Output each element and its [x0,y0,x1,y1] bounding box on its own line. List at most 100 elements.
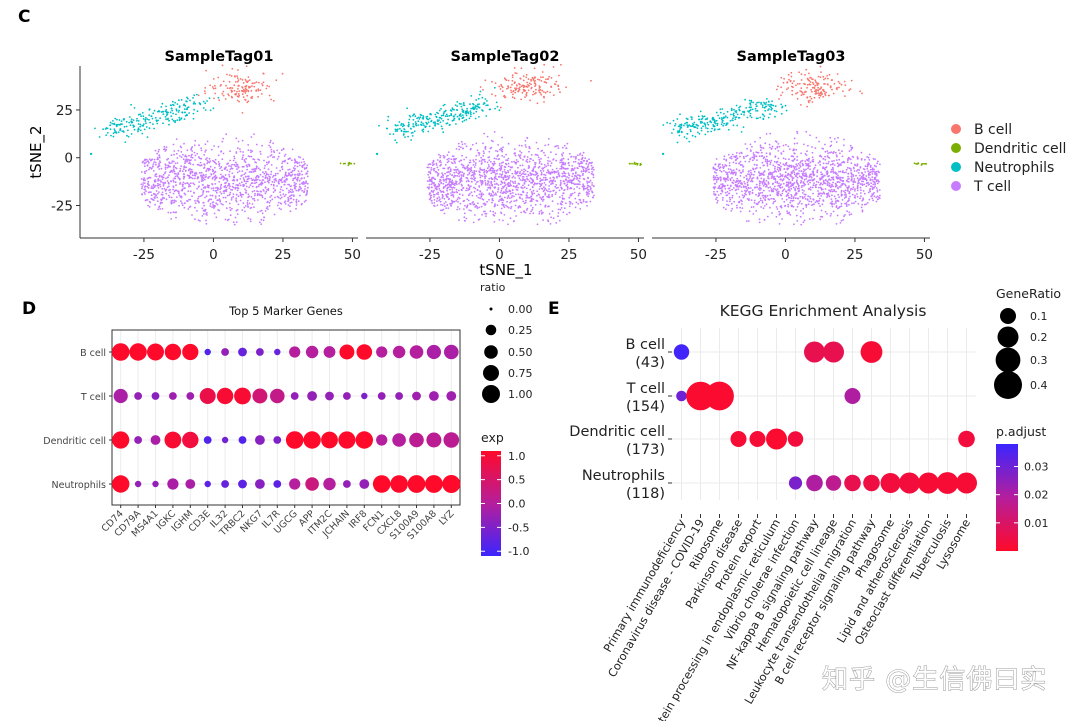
tsne-point [503,176,506,178]
tsne-point [130,120,133,123]
tsne-point [460,103,462,105]
tsne-point [304,185,307,188]
tsne-point [201,178,204,181]
tsne-point [588,193,590,195]
tsne-point [428,180,431,182]
tsne-point [276,204,279,207]
tsne-point [796,164,799,167]
tsne-point [491,197,494,200]
tsne-point [173,170,176,173]
tsne-point [517,182,520,185]
tsne-point [149,121,152,124]
tsne-point [764,182,766,184]
tsne-point [212,176,214,179]
tsne-point [792,186,795,189]
tsne-point [470,191,473,194]
tsne-point [213,207,215,209]
tsne-point [577,194,580,197]
tsne-point [522,191,525,194]
tsne-point [735,168,738,171]
tsne-point [206,162,209,165]
tsne-point [547,162,549,165]
tsne-point [807,195,810,198]
tsne-point [521,198,524,200]
tsne-point [874,185,876,188]
tsne-point [446,189,448,192]
tsne-point [756,186,759,189]
tsne-point [189,168,192,171]
tsne-point [435,192,438,195]
tsne-point [589,179,592,182]
tsne-point [751,145,753,148]
tsne-point [189,185,192,188]
tsne-point [428,117,431,120]
tsne-point [719,166,722,169]
tsne-point [586,182,589,184]
tsne-point [465,145,468,148]
tsne-point [800,160,802,163]
tsne-point [159,208,162,210]
tsne-point [540,209,543,212]
tsne-point [712,175,715,177]
tsne-point [478,103,480,105]
tsne-point [498,195,501,198]
tsne-point [200,177,203,179]
tsne-point [275,167,278,169]
tsne-point [235,193,238,196]
tsne-point [243,165,245,168]
tsne-point [442,154,445,157]
tsne-point [184,104,187,107]
tsne-point [534,163,537,166]
tsne-point [242,96,245,98]
tsne-point [162,176,165,179]
tsne-point [578,181,581,183]
tsne-point [270,148,273,151]
tsne-point [452,191,454,194]
tsne-point [757,151,760,154]
tsne-point [490,139,493,142]
tsne-point [181,183,184,186]
tsne-point [501,203,503,206]
tsne-point [588,171,590,174]
tsne-point [172,202,174,204]
tsne-point [547,164,550,167]
tsne-point [246,81,249,84]
tsne-point [241,93,244,96]
tsne-point [522,79,525,82]
tsne-point [408,114,411,117]
tsne-point [511,76,514,79]
tsne-point [511,172,514,175]
tsne-point [829,136,832,139]
tsne-point [217,199,220,202]
tsne-point [450,158,453,161]
tsne-point [570,169,573,172]
tsne-point [470,113,472,116]
tsne-point [215,177,218,180]
tsne-point [854,164,857,167]
tsne-point [870,195,872,198]
tsne-point [520,211,523,214]
tsne-point [769,194,772,197]
tsne-point [306,172,308,175]
tsne-point [303,161,305,163]
tsne-point [430,179,433,182]
tsne-point [817,202,820,205]
tsne-point [154,173,157,176]
tsne-point [261,182,264,185]
tsne-point [443,186,445,188]
tsne-point [837,174,839,177]
tsne-point [251,95,254,98]
tsne-point [743,186,745,189]
tsne-point [214,205,217,207]
tsne-point [544,187,547,190]
tsne-point [544,193,547,196]
tsne-point [255,161,257,164]
tsne-point [854,194,856,197]
tsne-point [350,162,352,165]
tsne-point [805,168,807,171]
tsne-point [525,199,527,202]
tsne-point [133,128,136,131]
tsne-point [176,119,179,122]
tsne-point [204,151,207,153]
tsne-point [172,188,175,191]
